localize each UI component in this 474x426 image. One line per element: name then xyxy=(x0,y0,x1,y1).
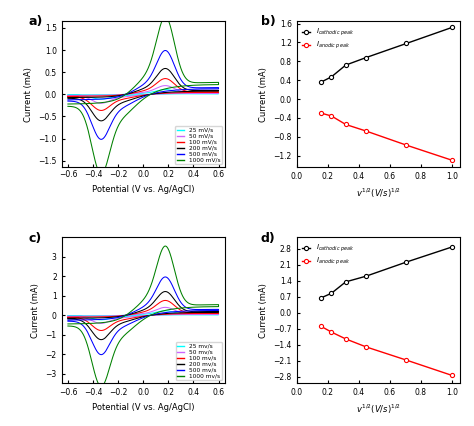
Text: a): a) xyxy=(29,15,43,29)
$I_{anodic\ peak}$ xyxy=(328,330,334,335)
Y-axis label: Current (mA): Current (mA) xyxy=(31,283,40,338)
Y-axis label: Current (mA): Current (mA) xyxy=(259,283,268,338)
Y-axis label: Current (mA): Current (mA) xyxy=(259,67,268,122)
$I_{cathodic\ peak}$ xyxy=(449,245,455,250)
$I_{cathodic\ peak}$ xyxy=(363,55,369,60)
Legend: 25 mv/s, 50 mv/s, 100 mv/s, 200 mv/s, 500 mv/s, 1000 mv/s: 25 mv/s, 50 mv/s, 100 mv/s, 200 mv/s, 50… xyxy=(175,342,222,380)
Legend: 25 mV/s, 50 mV/s, 100 mV/s, 200 mV/s, 500 mV/s, 1000 mV/s: 25 mV/s, 50 mV/s, 100 mV/s, 200 mV/s, 50… xyxy=(175,126,222,164)
$I_{cathodic\ peak}$ xyxy=(449,25,455,30)
$I_{cathodic\ peak}$ xyxy=(404,259,410,265)
$I_{cathodic\ peak}$ xyxy=(404,41,410,46)
$I_{anodic\ peak}$ xyxy=(319,324,324,329)
Y-axis label: Current (mA): Current (mA) xyxy=(24,67,33,122)
$I_{anodic\ peak}$ xyxy=(319,111,324,116)
Legend: $I_{cathodic\ peak}$, $I_{anodic\ peak}$: $I_{cathodic\ peak}$, $I_{anodic\ peak}$ xyxy=(300,241,357,269)
X-axis label: Potential (V vs. Ag/AgCl): Potential (V vs. Ag/AgCl) xyxy=(92,184,194,194)
$I_{anodic\ peak}$ xyxy=(363,344,369,349)
$I_{anodic\ peak}$ xyxy=(449,373,455,378)
$I_{anodic\ peak}$ xyxy=(404,357,410,363)
Line: $I_{cathodic\ peak}$: $I_{cathodic\ peak}$ xyxy=(319,245,454,300)
$I_{cathodic\ peak}$ xyxy=(319,80,324,85)
Line: $I_{cathodic\ peak}$: $I_{cathodic\ peak}$ xyxy=(319,25,454,84)
X-axis label: $v^{1/2}(V/s)^{1/2}$: $v^{1/2}(V/s)^{1/2}$ xyxy=(356,403,401,416)
$I_{anodic\ peak}$ xyxy=(343,122,348,127)
$I_{cathodic\ peak}$ xyxy=(328,291,334,296)
X-axis label: Potential (V vs. Ag/AgCl): Potential (V vs. Ag/AgCl) xyxy=(92,403,194,412)
X-axis label: $v^{1/2}(V/s)^{1/2}$: $v^{1/2}(V/s)^{1/2}$ xyxy=(356,187,401,200)
$I_{anodic\ peak}$ xyxy=(449,158,455,163)
Legend: $I_{cathodic\ peak}$, $I_{anodic\ peak}$: $I_{cathodic\ peak}$, $I_{anodic\ peak}$ xyxy=(300,25,357,53)
$I_{cathodic\ peak}$ xyxy=(343,63,348,68)
Line: $I_{anodic\ peak}$: $I_{anodic\ peak}$ xyxy=(319,324,454,377)
Text: d): d) xyxy=(261,232,275,245)
$I_{cathodic\ peak}$ xyxy=(343,279,348,285)
Line: $I_{anodic\ peak}$: $I_{anodic\ peak}$ xyxy=(319,111,454,162)
$I_{cathodic\ peak}$ xyxy=(319,295,324,300)
Text: c): c) xyxy=(29,232,42,245)
$I_{cathodic\ peak}$ xyxy=(328,74,334,79)
$I_{anodic\ peak}$ xyxy=(343,337,348,342)
$I_{anodic\ peak}$ xyxy=(363,129,369,134)
$I_{anodic\ peak}$ xyxy=(404,143,410,148)
Text: b): b) xyxy=(261,15,275,29)
$I_{anodic\ peak}$ xyxy=(328,113,334,118)
$I_{cathodic\ peak}$ xyxy=(363,273,369,279)
